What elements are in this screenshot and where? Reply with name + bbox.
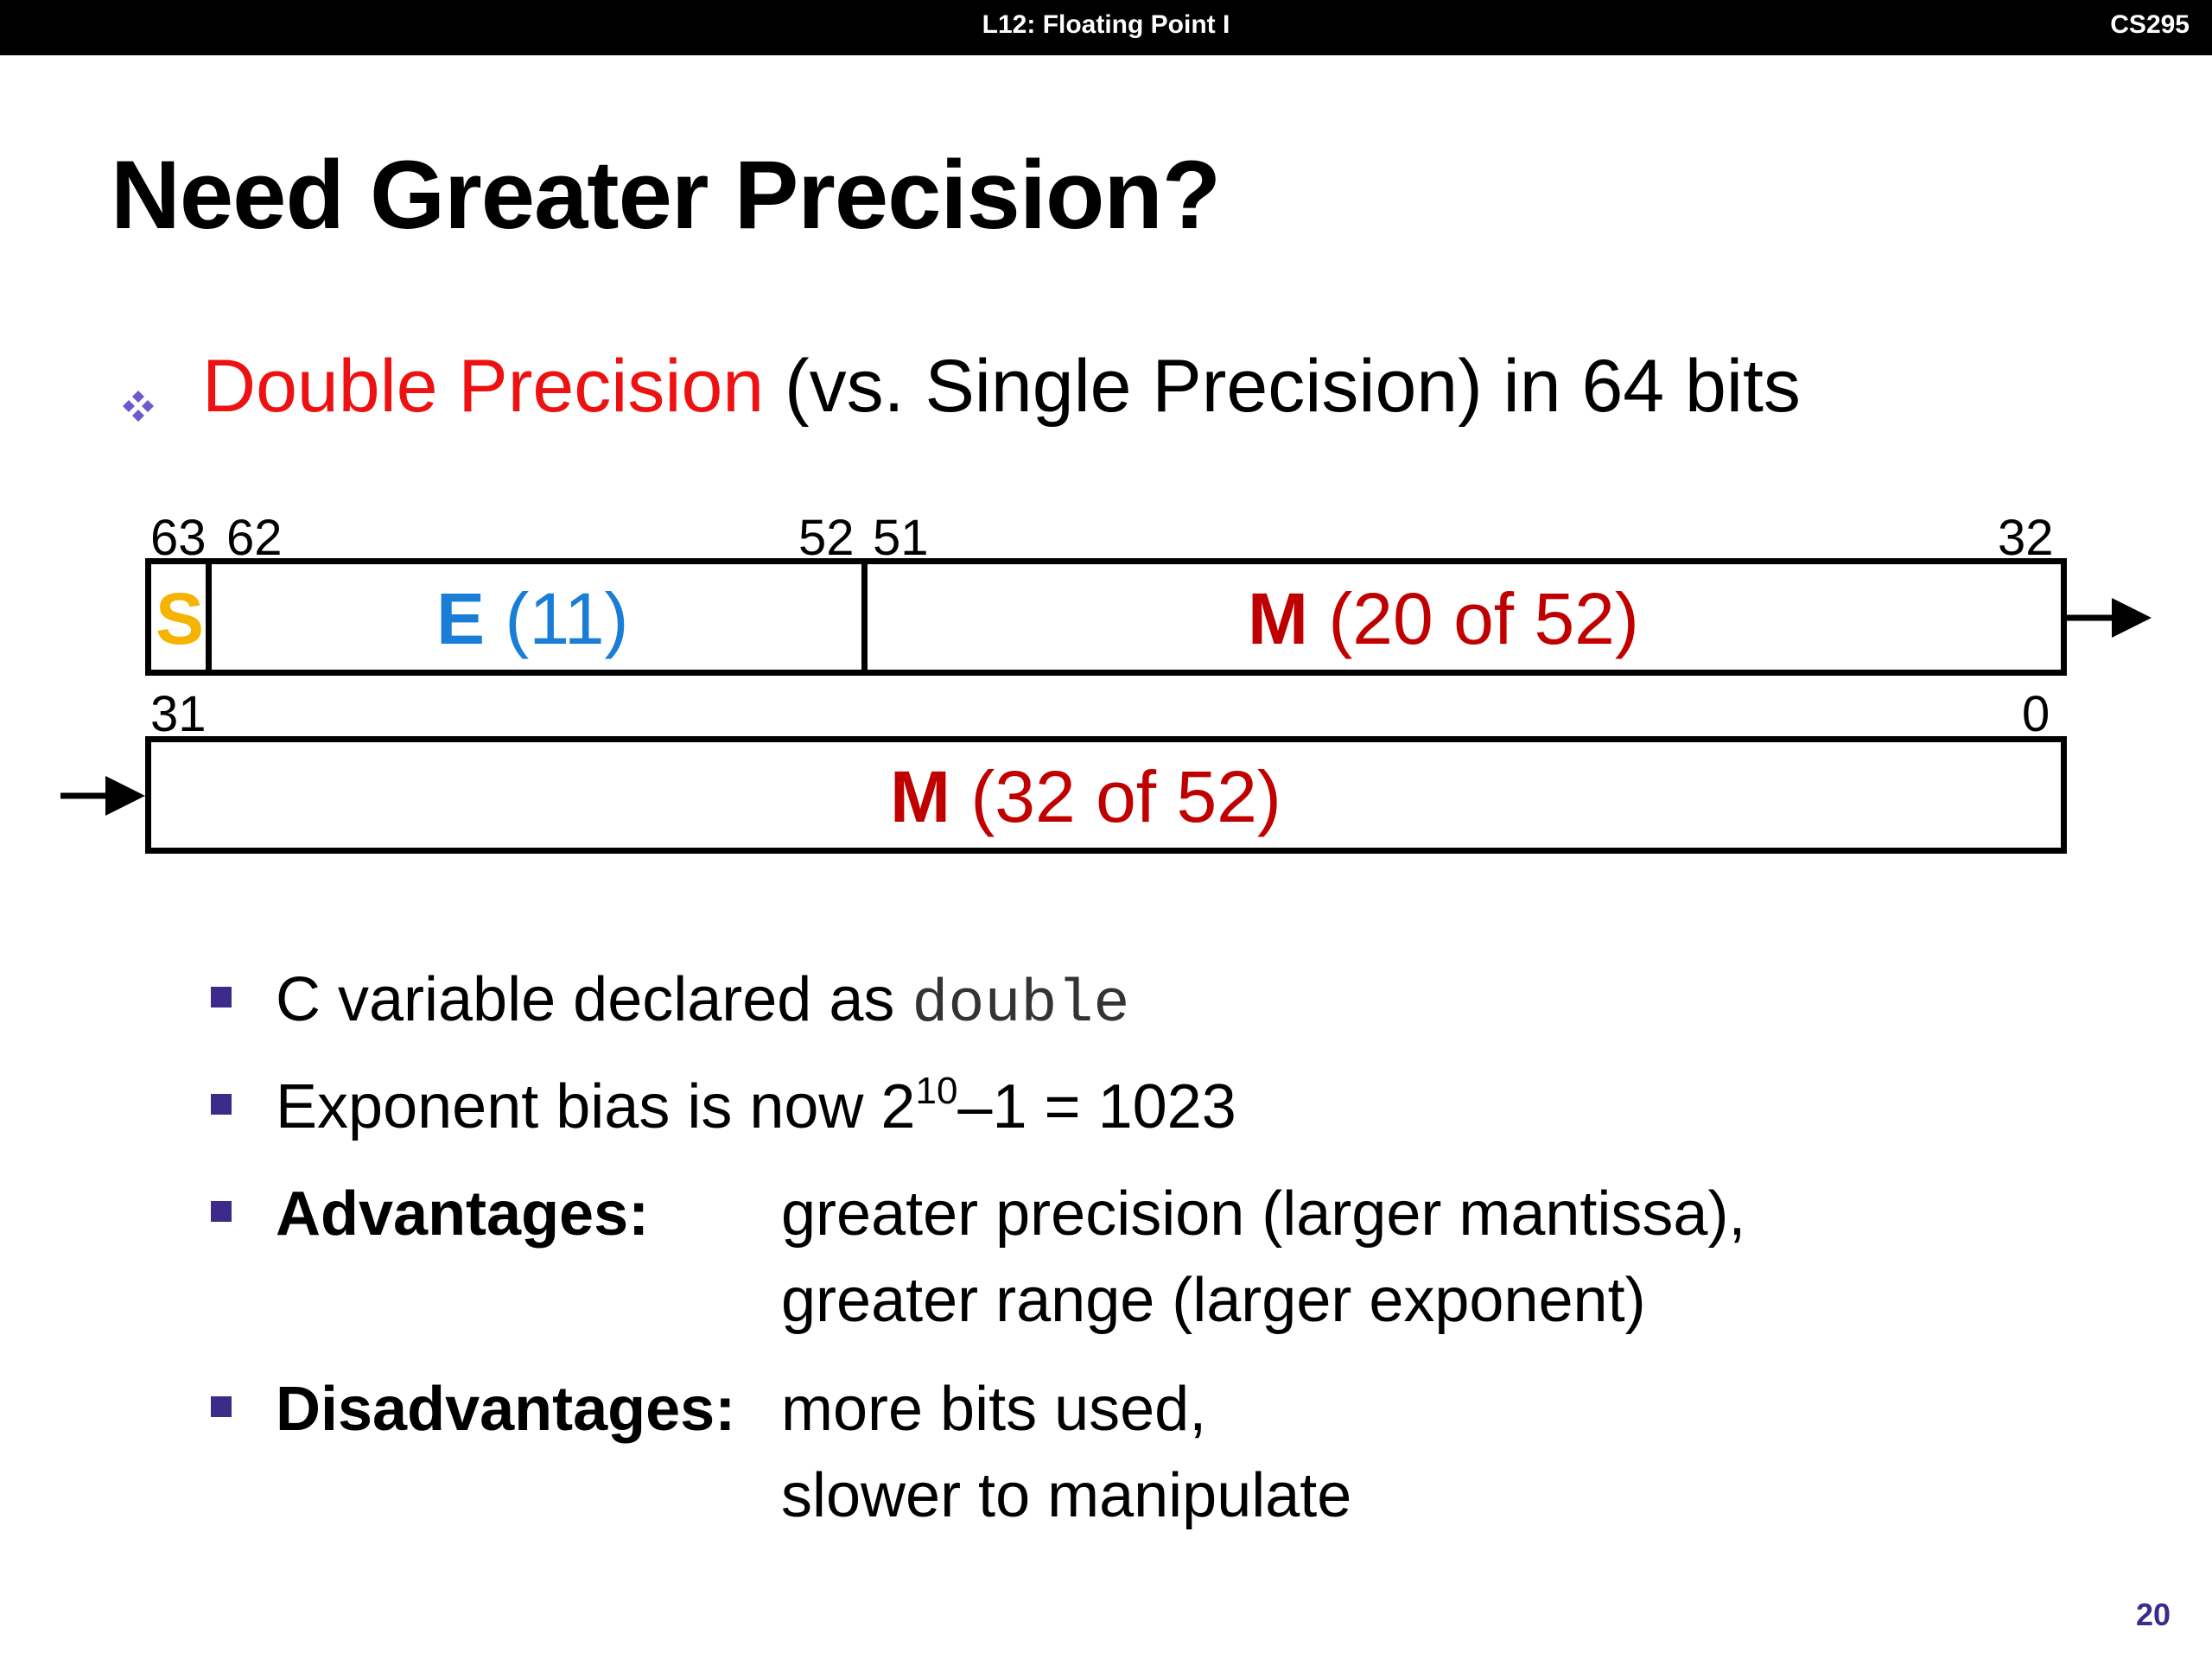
square-bullet-icon [211, 987, 232, 1007]
mantissa-lower-count: (32 of 52) [950, 756, 1281, 837]
bias-superscript: 10 [915, 1070, 958, 1112]
disadvantages-line-2: slower to manipulate [781, 1461, 1352, 1530]
mantissa-upper-letter: M [1248, 578, 1308, 659]
c-variable-text: C variable declared as double [276, 963, 1129, 1042]
mantissa-lower-letter: M [890, 756, 950, 837]
advantages-line-1: greater precision (larger mantissa), [781, 1179, 1746, 1249]
exponent-letter: E [436, 578, 486, 659]
bit-31-label: 31 [150, 686, 207, 742]
mantissa-upper-count: (20 of 52) [1307, 578, 1639, 659]
main-bullet-rest: (vs. Single Precision) in 64 bits [764, 345, 1801, 428]
sign-divider [206, 558, 212, 676]
disadvantages-label: Disadvantages: [276, 1375, 736, 1444]
double-precision-highlight: Double Precision [202, 345, 765, 428]
bit-62-label: 62 [226, 510, 283, 566]
exponent-count: (11) [485, 578, 629, 659]
square-bullet-icon [211, 1396, 232, 1417]
lecture-title: L12: Floating Point I [982, 10, 1230, 39]
square-bullet-icon [211, 1094, 232, 1115]
course-code: CS295 [2110, 10, 2190, 39]
exponent-field: E (11) [436, 582, 629, 655]
bit-51-label: 51 [873, 510, 929, 566]
double-keyword: double [912, 971, 1130, 1039]
bias-suffix: –1 = 1023 [957, 1072, 1236, 1141]
header-bar: L12: Floating Point I CS295 [0, 0, 2212, 55]
bit-32-label: 32 [1998, 510, 2054, 566]
advantages-label: Advantages: [276, 1179, 650, 1249]
advantages-line-2: greater range (larger exponent) [781, 1266, 1646, 1335]
mantissa-upper-field: M (20 of 52) [1248, 582, 1639, 655]
right-arrow-icon [2067, 598, 2152, 638]
slide-title: Need Greater Precision? [111, 141, 1221, 249]
bias-prefix: Exponent bias is now 2 [276, 1072, 916, 1141]
c-variable-prefix: C variable declared as [276, 965, 912, 1034]
lower-word-box [145, 736, 2067, 854]
bit-63-label: 63 [150, 510, 207, 566]
sign-field: S [156, 578, 205, 659]
disadvantages-line-1: more bits used, [781, 1375, 1207, 1444]
square-bullet-icon [211, 1201, 232, 1222]
exponent-divider [861, 558, 868, 676]
bit-0-label: 0 [2022, 686, 2050, 742]
upper-word-box [145, 558, 2067, 676]
left-entry-arrow-icon [60, 776, 145, 816]
diamond-bullet-icon [123, 391, 154, 422]
page-number: 20 [2135, 1597, 2171, 1632]
exponent-bias-text: Exponent bias is now 210–1 = 1023 [276, 1070, 1236, 1144]
mantissa-lower-field: M (32 of 52) [890, 760, 1281, 833]
bit-52-label: 52 [798, 510, 855, 566]
main-bullet-text: Double Precision (vs. Single Precision) … [202, 346, 1801, 428]
